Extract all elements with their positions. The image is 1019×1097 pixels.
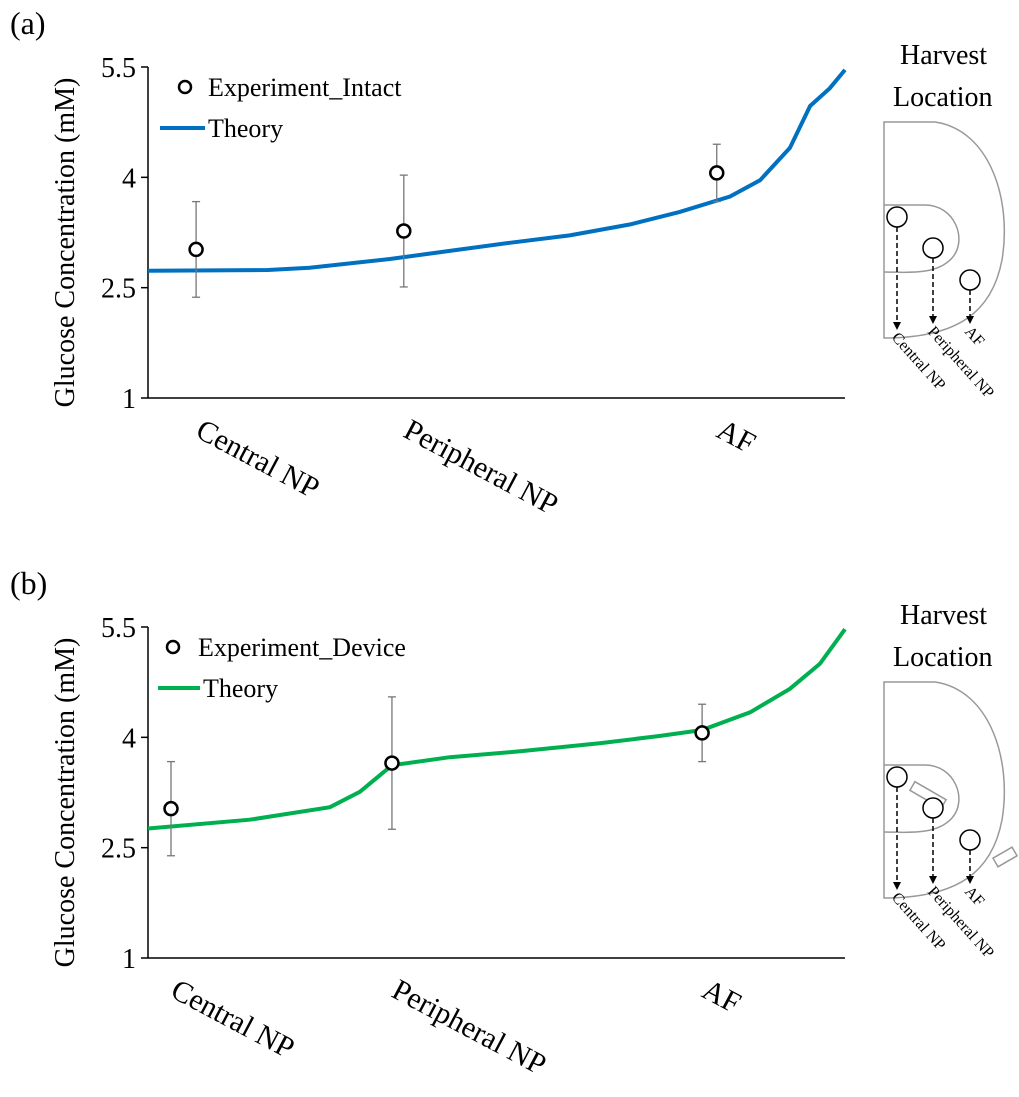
- data-point: [188, 241, 204, 258]
- legend-marker: [165, 639, 181, 655]
- legend-label: Theory: [203, 674, 278, 703]
- y-axis-label: Glucose Concentration (mM): [50, 638, 81, 968]
- y-tick-label: 5.5: [101, 53, 136, 84]
- x-tick-label: AF: [697, 973, 746, 1020]
- inset-label: AF: [961, 883, 987, 910]
- error-point: [396, 174, 412, 288]
- harvest-site: [959, 829, 981, 851]
- legend-label: Experiment_Device: [198, 633, 406, 662]
- y-tick-label: 1: [122, 384, 136, 415]
- legend-label: Experiment_Intact: [208, 73, 402, 102]
- np-outline: [883, 204, 960, 274]
- device: [908, 780, 948, 810]
- panel-label: (b): [10, 565, 47, 601]
- np-outline: [883, 764, 960, 834]
- inset-label: AF: [961, 323, 987, 350]
- disc-outline: [883, 681, 1006, 899]
- harvest-site: [922, 797, 944, 819]
- device: [991, 846, 1019, 868]
- inset-title: Location: [893, 82, 993, 113]
- data-point: [709, 165, 725, 181]
- inset-title: Harvest: [900, 40, 987, 71]
- x-tick-label: Peripheral NP: [387, 973, 552, 1082]
- theory-line: [147, 68, 847, 273]
- y-tick-label: 5.5: [101, 613, 136, 644]
- harvest-site: [922, 237, 944, 259]
- harvest-site: [886, 766, 908, 788]
- arrow-head: [966, 876, 974, 884]
- data-point: [396, 223, 412, 239]
- inset-title: Location: [893, 642, 993, 673]
- inset-shapes: [883, 121, 1019, 899]
- x-tick-label: Central NP: [191, 413, 325, 505]
- harvest-site: [959, 269, 981, 291]
- legend-marker: [177, 79, 193, 95]
- x-tick-label: Central NP: [166, 973, 300, 1065]
- inset-title: Harvest: [900, 600, 987, 631]
- arrow-head: [893, 882, 901, 890]
- disc-outline: [883, 121, 1006, 339]
- error-point: [188, 200, 204, 298]
- y-tick-label: 4: [122, 723, 136, 754]
- y-tick-label: 1: [122, 944, 136, 975]
- data-point: [694, 725, 710, 741]
- theory-line: [147, 628, 847, 831]
- error-point: [709, 143, 725, 203]
- x-tick-label: Peripheral NP: [399, 413, 564, 522]
- y-axis-label: Glucose Concentration (mM): [50, 78, 81, 408]
- data-point: [163, 800, 179, 817]
- y-tick-label: 2.5: [101, 834, 136, 865]
- legend-label: Theory: [208, 114, 283, 143]
- arrow-head: [893, 322, 901, 330]
- arrow-head: [966, 316, 974, 324]
- y-tick-label: 4: [122, 163, 136, 194]
- panel-label: (a): [10, 5, 46, 41]
- error-point: [694, 703, 710, 763]
- x-tick-label: AF: [711, 413, 760, 460]
- error-point: [384, 696, 400, 830]
- harvest-site: [886, 206, 908, 228]
- data-point: [384, 755, 400, 771]
- y-tick-label: 2.5: [101, 274, 136, 305]
- error-point: [163, 760, 179, 857]
- arrow-head: [929, 316, 937, 324]
- arrow-head: [929, 876, 937, 884]
